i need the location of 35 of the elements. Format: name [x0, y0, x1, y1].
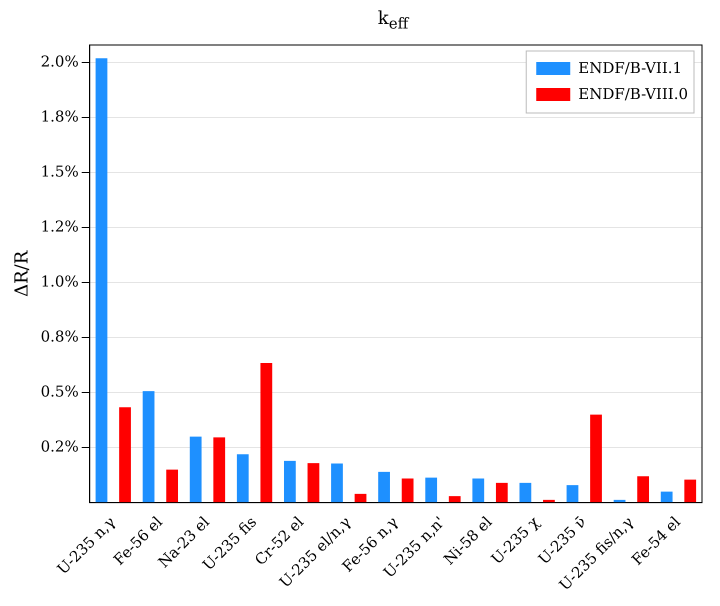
y-tick-label: 0.8% — [40, 327, 79, 346]
bar — [496, 482, 508, 502]
bar — [402, 478, 414, 502]
bar — [166, 469, 178, 502]
bar — [213, 436, 226, 502]
bar — [472, 478, 484, 502]
bar — [660, 491, 673, 502]
y-tick-label: 1.5% — [40, 162, 79, 180]
bar — [308, 462, 320, 502]
y-tick-label: 0.5% — [40, 382, 79, 400]
bar — [119, 406, 131, 502]
bar — [236, 454, 249, 502]
bar — [637, 476, 650, 502]
bar — [425, 477, 438, 502]
bar — [519, 482, 532, 502]
bar — [684, 479, 696, 502]
bar — [566, 484, 578, 502]
bar — [378, 471, 390, 502]
legend-label: ENDF/B-VIII.0 — [578, 84, 688, 102]
bar — [590, 414, 602, 502]
y-axis-title: ΔR/R — [11, 250, 32, 297]
y-tick-label: 1.8% — [40, 107, 79, 126]
bar — [331, 463, 343, 502]
y-tick-label: 1.2% — [40, 217, 79, 236]
y-tick-label: 0.2% — [40, 437, 79, 456]
bar — [284, 460, 296, 502]
bar — [142, 390, 154, 502]
bar — [354, 493, 366, 502]
bar — [260, 362, 272, 502]
y-tick-label: 2.0% — [40, 52, 79, 70]
legend-label: ENDF/B-VII.1 — [578, 58, 682, 76]
bar — [96, 58, 108, 502]
bar — [190, 436, 202, 502]
chart-title: k$_{eff}$ — [376, 8, 410, 33]
y-tick-label: 1.0% — [40, 272, 79, 290]
